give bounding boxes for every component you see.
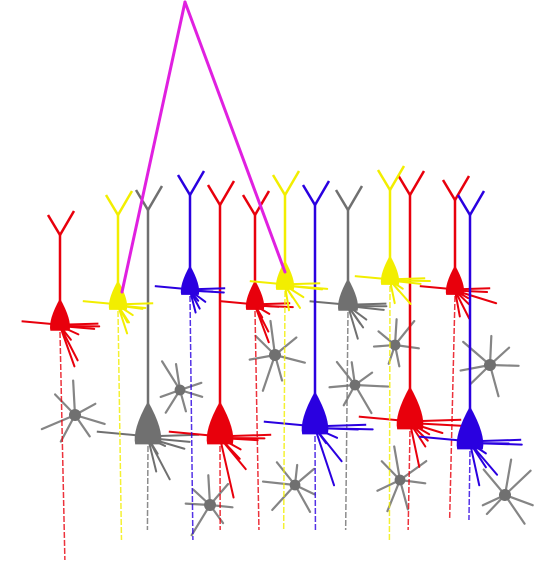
dendrite (161, 360, 182, 392)
soma (301, 391, 329, 435)
apical-tuft (241, 190, 271, 218)
pyramidal-neuron (96, 185, 200, 531)
stellate-neuron (481, 458, 534, 525)
axon (59, 331, 66, 561)
soma (174, 384, 186, 396)
dendrite (271, 483, 297, 512)
basal-dendrite (117, 304, 129, 335)
apical-tuft (206, 180, 236, 208)
soma (445, 265, 465, 295)
electrode-line (183, 0, 287, 274)
stellate-neuron (261, 461, 316, 514)
basal-dendrite (469, 442, 481, 487)
axon (146, 445, 149, 531)
soma (456, 406, 484, 450)
axon (117, 310, 123, 541)
axon (468, 450, 471, 521)
basal-dendrite (254, 304, 270, 344)
apical-tuft (334, 185, 364, 213)
apical-tuft (456, 190, 486, 218)
apical-tuft (271, 170, 301, 198)
apical-tuft (176, 170, 206, 198)
stellate-neuron (376, 445, 428, 513)
basal-dendrite (454, 289, 471, 320)
electrode-line (120, 0, 187, 294)
pyramidal-neuron (219, 190, 294, 531)
stellate-neuron (459, 334, 520, 398)
dendrite (353, 383, 373, 415)
dendrite (353, 383, 390, 388)
axon (407, 430, 411, 531)
axon (388, 285, 391, 541)
axon (448, 295, 456, 521)
pyramidal-neuron (358, 170, 472, 531)
pyramidal-neuron (249, 170, 329, 531)
soma (204, 499, 216, 511)
pyramidal-neuron (21, 210, 101, 561)
stellate-neuron (328, 360, 390, 415)
soma (275, 260, 295, 290)
basal-dendrite (59, 325, 76, 368)
soma (245, 280, 265, 310)
basal-dendrite (409, 422, 421, 468)
soma (180, 265, 200, 295)
basal-dendrite (314, 427, 336, 487)
pyramidal-neuron (419, 175, 498, 521)
pyramidal-neuron (354, 165, 431, 541)
soma (134, 401, 162, 445)
pyramidal-neuron (309, 185, 388, 531)
apical-tuft (396, 170, 426, 198)
apical-tuft (104, 190, 134, 218)
soma (394, 474, 406, 486)
apical-tuft (376, 165, 406, 193)
apical-tuft (46, 210, 76, 238)
soma (338, 278, 358, 311)
soma (69, 409, 81, 421)
soma (108, 280, 128, 310)
pyramidal-neuron (263, 180, 374, 531)
soma (484, 359, 496, 371)
apical-tuft (441, 175, 471, 203)
stellate-neuron (184, 474, 234, 537)
dendrite (393, 445, 402, 482)
axon (254, 310, 260, 531)
axon (344, 311, 349, 531)
neurons (21, 165, 534, 561)
dendrite (40, 413, 77, 431)
soma (389, 339, 401, 351)
soma (289, 479, 301, 491)
stellate-neuron (40, 379, 106, 443)
basal-dendrite (219, 437, 235, 499)
pyramidal-neuron (418, 190, 523, 521)
soma (206, 401, 234, 445)
stellate-neuron (248, 319, 306, 392)
pyramidal-neuron (154, 170, 226, 541)
soma (499, 489, 511, 501)
dendrite (261, 353, 277, 392)
apical-tuft (301, 180, 331, 208)
pyramidal-neuron (168, 180, 272, 531)
soma (269, 349, 281, 361)
axon (189, 295, 194, 541)
soma (50, 298, 70, 331)
soma (380, 255, 400, 285)
soma (396, 386, 424, 430)
soma (349, 379, 361, 391)
pyramidal-neuron (82, 190, 154, 541)
apical-tuft (134, 185, 164, 213)
basal-dendrite (347, 305, 359, 340)
